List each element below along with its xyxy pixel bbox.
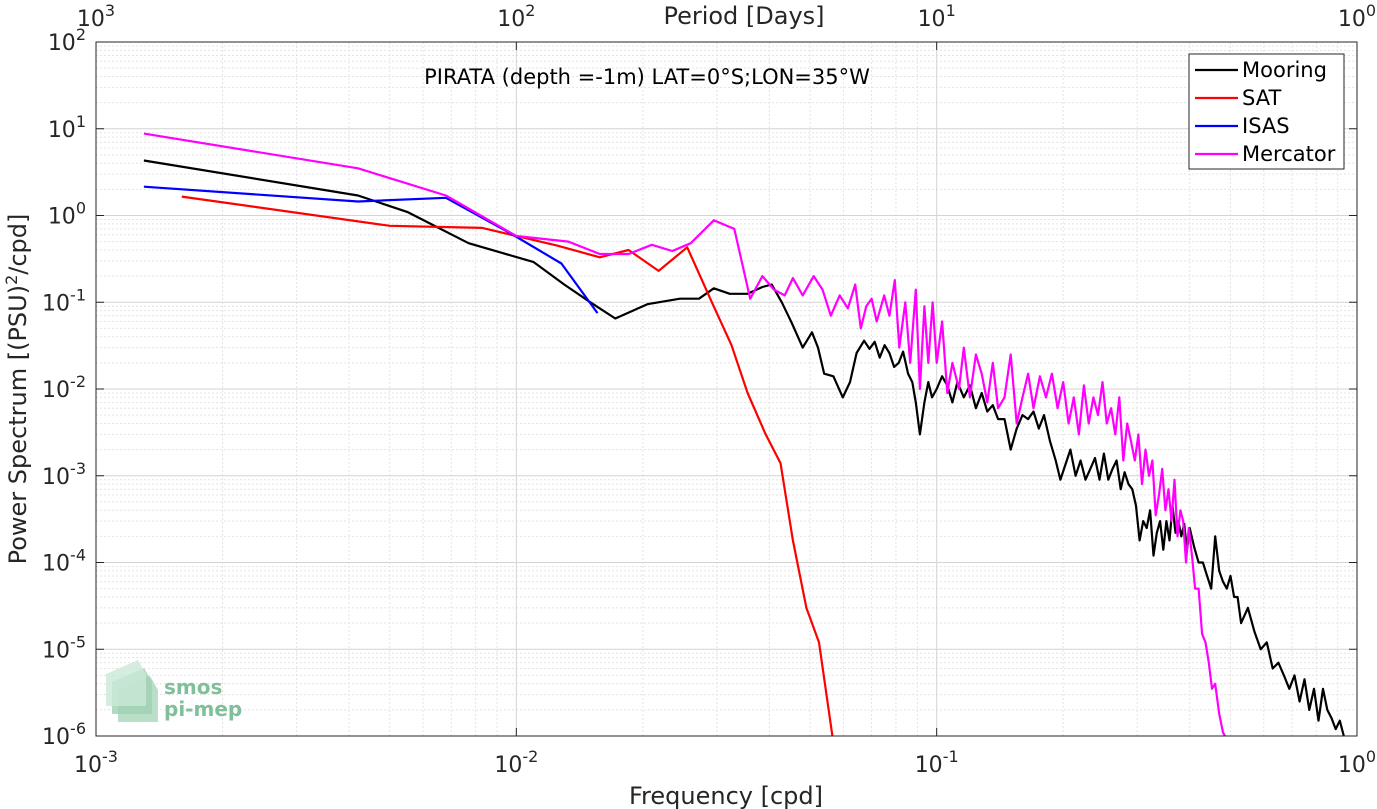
y-axis-title-main: Power Spectrum [(PSU) — [4, 285, 32, 564]
legend-label-sat: SAT — [1242, 86, 1281, 110]
x-tick-label: 10-3 — [74, 747, 118, 778]
axis-ticks — [95, 41, 1358, 737]
series-line-sat — [181, 195, 834, 737]
y-tick-label: 10-6 — [42, 719, 86, 750]
smos-pi-mep-logo: smos pi-mep — [106, 660, 242, 722]
y-tick-labels: 10-6 10-5 10-4 10-3 10-2 10-1 100 101 102 — [42, 25, 86, 750]
y-tick-label: 10-2 — [42, 372, 86, 403]
legend-label-mooring: Mooring — [1242, 58, 1327, 82]
logo-line1: smos — [164, 675, 222, 699]
chart-title: PIRATA (depth =-1m) LAT=0°S;LON=35°W — [424, 65, 870, 89]
x-tick-label: 10-1 — [915, 747, 959, 778]
top-axis-title: Period [Days] — [663, 2, 824, 30]
y-axis-title: Power Spectrum [(PSU)2/cpd] — [2, 214, 32, 565]
series-group — [143, 132, 1345, 737]
legend-box — [1188, 53, 1345, 170]
top-tick-label: 101 — [918, 1, 956, 32]
legend-label-isas: ISAS — [1242, 114, 1290, 138]
top-tick-label: 103 — [77, 1, 115, 32]
y-tick-label: 10-5 — [42, 632, 86, 663]
x-tick-label: 100 — [1338, 747, 1376, 778]
top-tick-label: 100 — [1338, 1, 1376, 32]
y-tick-label: 10-4 — [42, 546, 86, 577]
series-line-mercator — [143, 132, 1226, 737]
legend: Mooring SAT ISAS Mercator — [1188, 53, 1345, 170]
series-line-mooring — [143, 159, 1345, 737]
y-axis-title-sup: 2 — [2, 275, 21, 285]
logo-line2: pi-mep — [164, 697, 242, 721]
series-line-isas — [143, 185, 599, 314]
y-tick-label: 100 — [48, 199, 86, 230]
y-tick-label: 10-3 — [42, 459, 86, 490]
y-tick-label: 10-1 — [42, 285, 86, 316]
x-tick-labels: 10-3 10-2 10-1 100 — [74, 747, 1376, 778]
top-tick-label: 102 — [497, 1, 535, 32]
y-tick-label: 101 — [48, 112, 86, 143]
y-tick-label: 102 — [48, 25, 86, 56]
legend-label-mercator: Mercator — [1242, 142, 1336, 166]
y-axis-title-tail: /cpd] — [4, 214, 32, 275]
x-axis-title: Frequency [cpd] — [629, 782, 823, 809]
x-tick-label: 10-2 — [494, 747, 538, 778]
top-tick-labels: 103 102 101 100 — [77, 1, 1376, 32]
